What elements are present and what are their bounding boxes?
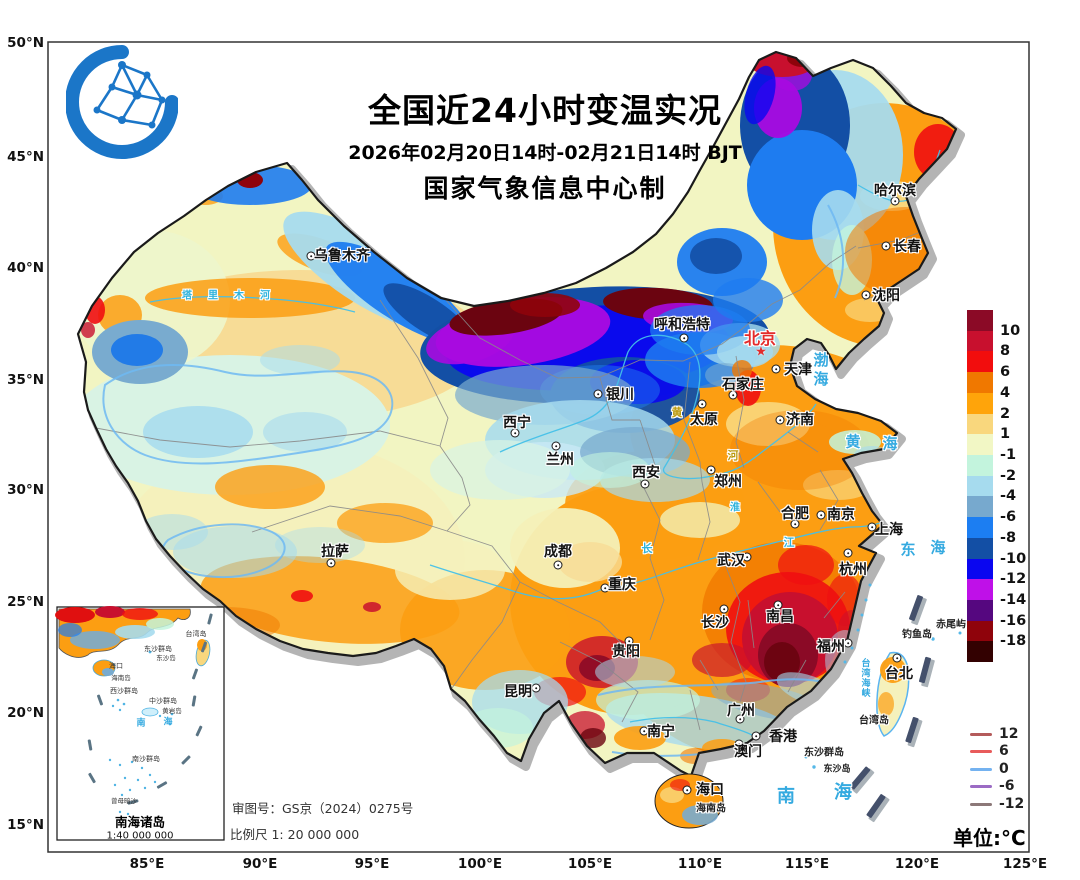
legend-color-block bbox=[967, 310, 993, 331]
contour-line-sample bbox=[970, 767, 992, 771]
inset-dash-segments bbox=[87, 613, 213, 805]
legend-tick-label: 10 bbox=[1000, 322, 1021, 339]
inset-map-label: 黄岩岛 bbox=[162, 707, 182, 715]
contour-line-label: 6 bbox=[999, 743, 1009, 760]
unit-label: 单位:°C bbox=[953, 826, 1026, 850]
legend-color-block bbox=[967, 579, 993, 600]
legend-color-block bbox=[967, 372, 993, 393]
contour-line-label: 12 bbox=[999, 726, 1019, 742]
inset-map-label: 南 bbox=[136, 718, 146, 729]
legend-tick-label: 2 bbox=[1000, 405, 1011, 422]
legend-tick-label: -4 bbox=[1000, 488, 1017, 505]
legend-color-block bbox=[967, 620, 993, 642]
map-frame bbox=[47, 41, 1030, 853]
inset-map-label: 海南岛 bbox=[111, 674, 131, 682]
legend-tick-label: 6 bbox=[1000, 364, 1011, 381]
inset-map-label: 南沙群岛 bbox=[132, 755, 160, 763]
hainan-island bbox=[654, 773, 724, 829]
legend-tick-label: 1 bbox=[1000, 426, 1011, 443]
legend-color-block bbox=[967, 599, 993, 621]
legend-tick-label: -16 bbox=[1000, 612, 1027, 629]
inset-map-label: 台湾岛 bbox=[185, 630, 207, 638]
contour-line-sample bbox=[970, 785, 992, 789]
legend-color-block bbox=[967, 351, 993, 373]
rivers bbox=[149, 149, 941, 736]
legend-tick-label: -1 bbox=[1000, 446, 1017, 463]
map-title: 全国近24小时变温实况 bbox=[368, 91, 722, 130]
nine-dash-line bbox=[849, 595, 935, 823]
contour-line-label: -12 bbox=[999, 795, 1025, 812]
inset-map-label: 东沙岛 bbox=[156, 654, 176, 662]
contour-line-sample bbox=[970, 750, 992, 754]
contour-line-label: 0 bbox=[999, 760, 1009, 777]
inset-title: 南海诸岛 bbox=[114, 814, 166, 830]
approval-number: 审图号：GS京（2024）0275号 bbox=[232, 801, 414, 816]
inset-map-label: 中沙群岛 bbox=[149, 697, 177, 705]
map-title-block: 全国近24小时变温实况 2026年02月20日14时-02月21日14时 BJT… bbox=[348, 84, 742, 205]
legend-tick-label: 4 bbox=[1000, 384, 1011, 401]
inset-map-label: 西沙群岛 bbox=[110, 687, 138, 695]
legend-color-block bbox=[967, 330, 993, 352]
legend-color-block bbox=[967, 475, 993, 497]
legend-color-block bbox=[967, 558, 993, 580]
province-borders bbox=[95, 225, 937, 731]
map-scale-note: 比例尺 1: 20 000 000 bbox=[230, 827, 360, 842]
legend-tick-label: -12 bbox=[1000, 571, 1027, 588]
map-period: 2026年02月20日14时-02月21日14时 BJT bbox=[348, 142, 742, 164]
legend-color-block bbox=[967, 641, 993, 663]
legend-tick-label: -14 bbox=[1000, 591, 1027, 608]
legend-tick-label: -10 bbox=[1000, 550, 1027, 567]
south-china-sea-inset-map bbox=[55, 606, 225, 841]
inset-map-label: 海 bbox=[163, 717, 173, 728]
taiwan-island bbox=[876, 651, 910, 737]
legend-color-block bbox=[967, 434, 993, 455]
inset-map-label: 海口 bbox=[109, 662, 123, 670]
legend-color-block bbox=[967, 413, 993, 435]
legend-color-block bbox=[967, 454, 993, 476]
legend-color-block bbox=[967, 517, 993, 538]
inset-map-label: 东沙群岛 bbox=[144, 645, 172, 653]
contour-line-label: -6 bbox=[999, 778, 1015, 795]
legend-tick-label: -2 bbox=[1000, 467, 1017, 484]
legend-tick-label: 8 bbox=[1000, 343, 1011, 360]
legend-color-block bbox=[967, 537, 993, 559]
contour-line-sample bbox=[970, 802, 992, 806]
legend-tick-label: -8 bbox=[1000, 529, 1017, 546]
inset-map-label: 曾母暗沙 bbox=[111, 797, 137, 805]
inset-scale: 1:40 000 000 bbox=[106, 830, 174, 842]
legend-color-block bbox=[967, 496, 993, 518]
map-agency: 国家气象信息中心制 bbox=[423, 174, 667, 203]
legend-tick-label: -18 bbox=[1000, 633, 1027, 650]
legend-color-block bbox=[967, 392, 993, 414]
inset-island-dots bbox=[108, 650, 174, 816]
legend-tick-label: -6 bbox=[1000, 509, 1017, 526]
nmic-logo bbox=[66, 45, 178, 159]
contour-line-sample bbox=[970, 733, 992, 736]
